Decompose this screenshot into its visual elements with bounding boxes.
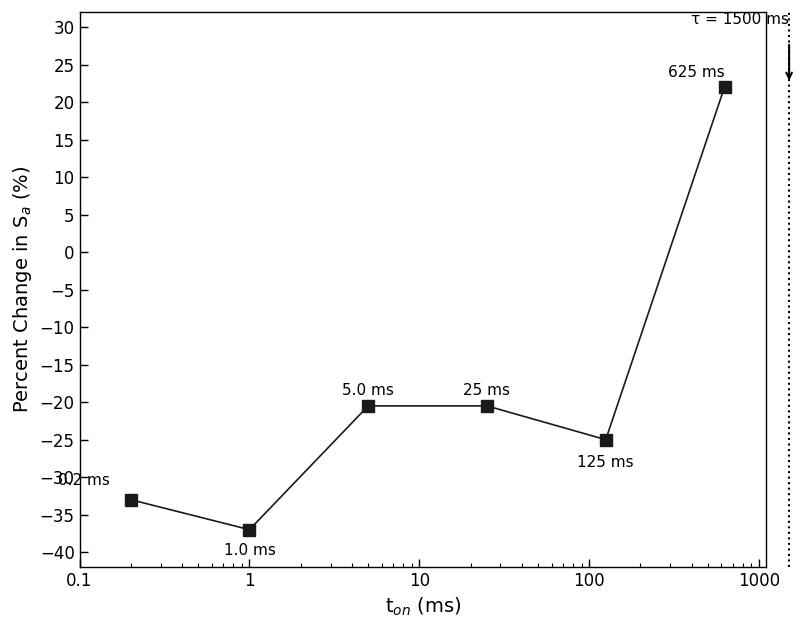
Y-axis label: Percent Change in S$_a$ (%): Percent Change in S$_a$ (%) xyxy=(11,166,34,413)
Text: 5.0 ms: 5.0 ms xyxy=(342,384,394,398)
Text: 1.0 ms: 1.0 ms xyxy=(223,543,275,558)
Text: 625 ms: 625 ms xyxy=(668,65,725,80)
Text: τ = 1500 ms: τ = 1500 ms xyxy=(691,12,789,27)
Text: 25 ms: 25 ms xyxy=(463,384,510,398)
Text: 0.2 ms: 0.2 ms xyxy=(58,474,110,488)
Text: 125 ms: 125 ms xyxy=(578,455,634,470)
X-axis label: t$_{on}$ (ms): t$_{on}$ (ms) xyxy=(385,596,461,618)
